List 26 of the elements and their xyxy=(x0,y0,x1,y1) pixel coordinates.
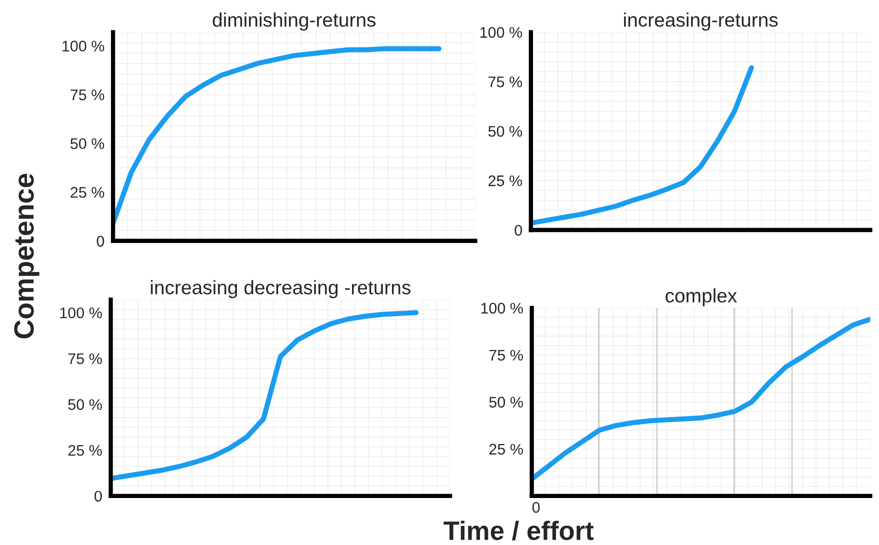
y-tick-label: 100 % xyxy=(480,27,522,38)
y-tick-label: 50 % xyxy=(489,396,523,408)
y-tick-label: 0 xyxy=(514,224,522,236)
y-tick-label: 50 % xyxy=(70,138,104,150)
y-tick-label: 25 % xyxy=(489,444,523,455)
y-tick-label: 50 % xyxy=(68,399,102,410)
y-tick-label: 0 xyxy=(96,236,104,247)
chart-title: diminishing-returns xyxy=(212,12,376,31)
y-axis-title: Competence xyxy=(14,174,40,338)
y-tick-label: 100 % xyxy=(60,307,102,318)
x-axis-title: Time / effort xyxy=(444,520,594,540)
chart-title: increasing decreasing -returns xyxy=(150,280,410,298)
y-tick-label: 0 xyxy=(94,490,102,502)
chart-title: complex xyxy=(666,288,737,306)
y-tick-label: 25 % xyxy=(70,186,104,198)
y-tick-label: 25 % xyxy=(488,175,522,186)
y-tick-label: 75 % xyxy=(70,90,104,100)
text: 0 xyxy=(532,502,540,513)
y-tick-label: 75 % xyxy=(488,76,522,88)
y-tick-label: 50 % xyxy=(488,126,522,137)
y-tick-label: 25 % xyxy=(68,444,102,456)
y-tick-label: 75 % xyxy=(489,350,523,361)
chart-title: increasing-returns xyxy=(624,12,778,31)
y-tick-label: 100 % xyxy=(62,40,104,52)
y-tick-label: 75 % xyxy=(68,353,102,364)
y-tick-label: 100 % xyxy=(481,302,523,314)
